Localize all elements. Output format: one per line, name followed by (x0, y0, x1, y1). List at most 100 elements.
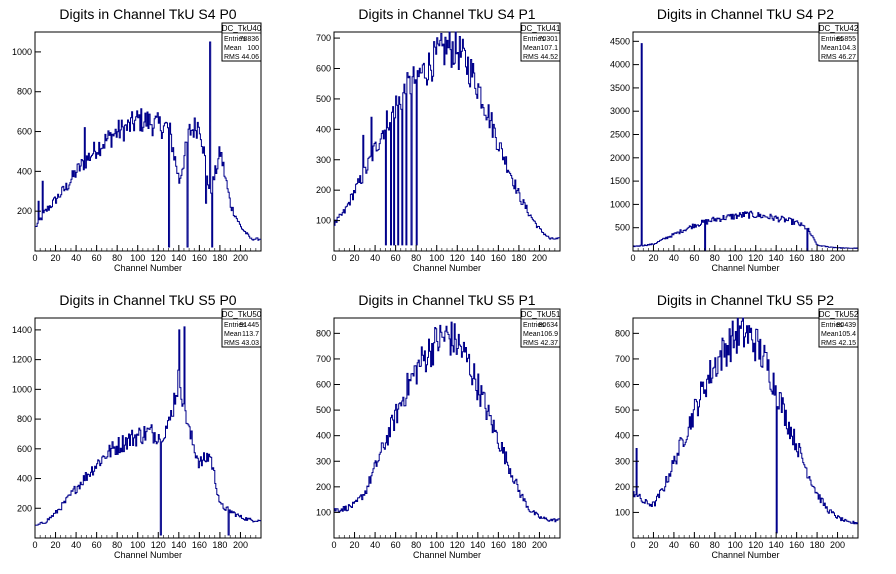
x-tick-label: 120 (748, 253, 763, 263)
x-tick-label: 20 (648, 540, 658, 550)
y-tick-label: 400 (316, 431, 331, 441)
stats-box-frame (221, 22, 262, 62)
x-tick-label: 160 (491, 253, 506, 263)
stats-value: 91445 (240, 322, 260, 329)
y-tick-label: 400 (316, 124, 331, 134)
y-tick-label: 300 (316, 456, 331, 466)
chart-panel-1: Digits in Channel TkU S4 P0 0 20 40 60 80 100 1… (12, 6, 262, 273)
plot-frame (333, 31, 561, 252)
x-tick-label: 40 (71, 540, 81, 550)
x-tick-label: 40 (370, 253, 380, 263)
stats-value: 46.27 (838, 54, 856, 61)
x-axis-label: Channel Number (413, 263, 481, 273)
x-tick-label: 140 (171, 253, 186, 263)
x-tick-label: 100 (429, 540, 444, 550)
y-tick-label: 200 (316, 482, 331, 492)
x-tick-label: 200 (532, 540, 547, 550)
stats-label: Mean (821, 45, 839, 52)
chart-title: Digits in Channel TkU S5 P2 (657, 292, 834, 308)
x-tick-label: 180 (511, 540, 526, 550)
stats-label: RMS (224, 54, 240, 61)
stats-value: 70301 (539, 36, 559, 43)
x-tick-label: 160 (192, 253, 207, 263)
x-axis-label: Channel Number (711, 550, 779, 560)
x-tick-label: 100 (130, 540, 145, 550)
stats-label: RMS (523, 54, 539, 61)
x-tick-label: 0 (331, 540, 336, 550)
x-tick-label: 60 (391, 540, 401, 550)
y-tick-label: 100 (316, 507, 331, 517)
x-tick-label: 100 (429, 253, 444, 263)
stats-label: Mean (523, 331, 541, 338)
x-tick-label: 0 (630, 540, 635, 550)
chart-title: Digits in Channel TkU S4 P2 (657, 6, 834, 22)
y-tick-label: 4000 (610, 60, 630, 70)
y-tick-label: 800 (17, 87, 32, 97)
y-tick-label: 3500 (610, 83, 630, 93)
stats-value: 104.3 (838, 45, 856, 52)
y-tick-label: 600 (17, 127, 32, 137)
x-tick-label: 20 (51, 540, 61, 550)
stats-label: Mean (224, 45, 242, 52)
x-tick-label: 180 (810, 253, 825, 263)
y-tick-label: 100 (615, 507, 630, 517)
stats-label: Entries (224, 36, 246, 43)
chart-panel-3: Digits in Channel TkU S4 P2 0 20 40 60 80 100 1… (610, 6, 859, 273)
y-tick-label: 400 (17, 474, 32, 484)
y-tick-label: 500 (316, 405, 331, 415)
stats-label: RMS (821, 340, 837, 347)
stats-box-frame (818, 308, 859, 348)
x-tick-label: 200 (233, 253, 248, 263)
x-tick-label: 0 (630, 253, 635, 263)
y-tick-label: 1000 (610, 199, 630, 209)
x-tick-label: 200 (532, 253, 547, 263)
y-tick-label: 200 (17, 206, 32, 216)
stats-value: 42.15 (838, 340, 856, 347)
x-tick-label: 0 (32, 540, 37, 550)
histogram-series (35, 326, 261, 536)
x-tick-label: 20 (648, 253, 658, 263)
histogram-series (334, 321, 560, 523)
x-tick-label: 100 (130, 253, 145, 263)
y-tick-label: 800 (615, 328, 630, 338)
x-tick-label: 160 (789, 253, 804, 263)
stats-value: 106.9 (540, 331, 558, 338)
stats-label: Entries (821, 36, 843, 43)
x-tick-label: 20 (350, 540, 360, 550)
histogram-series (633, 43, 858, 251)
x-tick-label: 140 (470, 540, 485, 550)
stats-label: Mean (821, 331, 839, 338)
x-tick-label: 80 (411, 253, 421, 263)
stats-box-frame (520, 308, 561, 348)
stats-box-name: DC_TkU40 (222, 24, 262, 33)
histogram-series (35, 41, 261, 248)
y-tick-label: 300 (316, 155, 331, 165)
x-tick-label: 40 (71, 253, 81, 263)
x-tick-label: 180 (212, 253, 227, 263)
x-tick-label: 140 (769, 253, 784, 263)
y-tick-label: 600 (316, 64, 331, 74)
y-tick-label: 300 (615, 456, 630, 466)
x-tick-label: 80 (710, 540, 720, 550)
stats-value: 78836 (240, 36, 260, 43)
y-tick-label: 600 (17, 444, 32, 454)
y-tick-label: 200 (17, 503, 32, 513)
x-tick-label: 80 (112, 540, 122, 550)
stats-label: RMS (523, 340, 539, 347)
stats-value: 80634 (539, 322, 559, 329)
stats-value: 107.1 (540, 45, 558, 52)
stats-label: Mean (523, 45, 541, 52)
x-tick-label: 20 (51, 253, 61, 263)
stats-value: 113.7 (242, 331, 259, 338)
x-tick-label: 60 (391, 253, 401, 263)
stats-value: 42.37 (540, 340, 558, 347)
x-tick-label: 180 (212, 540, 227, 550)
x-tick-label: 40 (669, 253, 679, 263)
stats-value: 43.03 (241, 340, 259, 347)
y-tick-label: 1500 (610, 176, 630, 186)
x-tick-label: 40 (370, 540, 380, 550)
